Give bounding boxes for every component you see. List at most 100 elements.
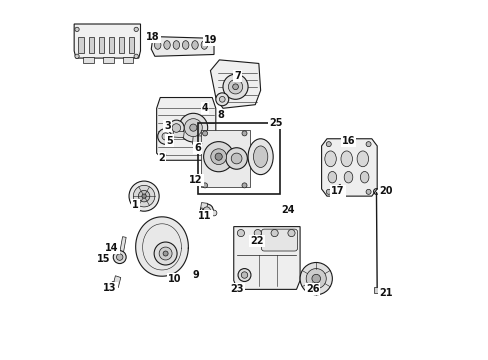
Text: 16: 16: [341, 136, 354, 145]
Ellipse shape: [159, 247, 172, 260]
Ellipse shape: [168, 120, 184, 136]
Bar: [198, 123, 280, 194]
Ellipse shape: [163, 41, 170, 49]
Ellipse shape: [134, 27, 138, 32]
Ellipse shape: [325, 189, 330, 194]
Ellipse shape: [133, 185, 155, 207]
Text: 22: 22: [250, 236, 263, 246]
Ellipse shape: [325, 141, 330, 147]
Bar: [122, 57, 133, 63]
Ellipse shape: [360, 171, 368, 183]
Ellipse shape: [154, 41, 161, 49]
Ellipse shape: [300, 262, 332, 295]
Polygon shape: [201, 130, 249, 187]
Ellipse shape: [75, 54, 79, 58]
Polygon shape: [135, 217, 188, 276]
Bar: [128, 37, 134, 53]
Bar: [83, 57, 94, 63]
Ellipse shape: [344, 171, 352, 183]
Polygon shape: [74, 24, 140, 58]
Text: 13: 13: [103, 283, 117, 293]
Ellipse shape: [134, 54, 138, 58]
Polygon shape: [156, 98, 215, 160]
Ellipse shape: [215, 153, 222, 160]
Text: 25: 25: [269, 118, 282, 128]
Bar: [88, 37, 94, 53]
Ellipse shape: [202, 183, 207, 188]
Ellipse shape: [189, 124, 197, 131]
Bar: [99, 37, 104, 53]
Ellipse shape: [202, 131, 207, 136]
Text: 18: 18: [146, 32, 160, 41]
Polygon shape: [118, 237, 126, 261]
Ellipse shape: [138, 190, 149, 202]
Ellipse shape: [324, 151, 336, 167]
Text: 24: 24: [280, 206, 294, 216]
Text: 7: 7: [233, 71, 240, 81]
Ellipse shape: [287, 229, 294, 237]
Ellipse shape: [225, 148, 247, 169]
Bar: [102, 57, 113, 63]
Ellipse shape: [253, 146, 267, 167]
Ellipse shape: [241, 272, 247, 278]
Ellipse shape: [231, 153, 242, 164]
Ellipse shape: [340, 151, 352, 167]
Text: 15: 15: [97, 254, 110, 264]
Ellipse shape: [173, 41, 179, 49]
Text: 20: 20: [379, 186, 392, 196]
Ellipse shape: [162, 133, 169, 140]
Ellipse shape: [182, 41, 188, 49]
Ellipse shape: [142, 194, 146, 198]
Ellipse shape: [228, 80, 242, 94]
Ellipse shape: [327, 171, 336, 183]
Ellipse shape: [110, 282, 116, 288]
Ellipse shape: [113, 251, 126, 264]
Text: 11: 11: [198, 211, 211, 221]
Ellipse shape: [247, 139, 273, 175]
Ellipse shape: [215, 93, 228, 106]
Ellipse shape: [242, 131, 246, 136]
Ellipse shape: [210, 149, 226, 165]
Bar: [119, 37, 124, 53]
Ellipse shape: [311, 274, 320, 283]
Polygon shape: [172, 131, 184, 138]
Ellipse shape: [129, 181, 159, 211]
Ellipse shape: [356, 151, 368, 167]
Bar: [78, 37, 84, 53]
Ellipse shape: [163, 251, 168, 256]
Polygon shape: [151, 37, 214, 56]
Ellipse shape: [158, 129, 173, 144]
Text: 5: 5: [165, 136, 172, 145]
Text: 8: 8: [217, 111, 224, 121]
Ellipse shape: [232, 84, 238, 90]
Polygon shape: [210, 60, 260, 108]
Text: 4: 4: [201, 103, 208, 113]
Ellipse shape: [305, 269, 325, 289]
Ellipse shape: [366, 141, 370, 147]
Polygon shape: [321, 139, 376, 196]
Ellipse shape: [201, 41, 207, 49]
Text: 19: 19: [203, 35, 217, 45]
Ellipse shape: [242, 183, 246, 188]
Polygon shape: [113, 276, 121, 288]
Ellipse shape: [366, 189, 370, 194]
Text: 17: 17: [330, 186, 344, 196]
Polygon shape: [201, 203, 207, 209]
Text: 21: 21: [379, 288, 392, 298]
Ellipse shape: [238, 269, 250, 282]
Text: 3: 3: [163, 121, 170, 131]
Text: 14: 14: [105, 243, 118, 253]
Ellipse shape: [203, 207, 210, 214]
Polygon shape: [192, 135, 205, 145]
Text: 9: 9: [192, 270, 199, 280]
Ellipse shape: [211, 210, 217, 216]
Text: 6: 6: [194, 143, 201, 153]
Text: 2: 2: [158, 153, 165, 163]
Ellipse shape: [172, 124, 180, 132]
Polygon shape: [233, 226, 300, 289]
Ellipse shape: [184, 119, 202, 136]
Ellipse shape: [219, 96, 224, 102]
Text: 10: 10: [167, 274, 181, 284]
Text: 1: 1: [131, 200, 138, 210]
Ellipse shape: [223, 74, 247, 99]
